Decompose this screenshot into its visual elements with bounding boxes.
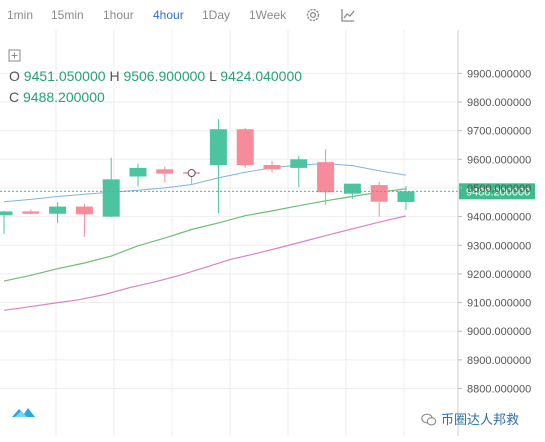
candle-body — [156, 169, 174, 174]
candle-down — [236, 127, 254, 168]
price-tick-label: 8800.000000 — [467, 384, 531, 396]
candle-down — [370, 181, 388, 217]
candle-body — [263, 165, 281, 170]
candle-body — [236, 129, 254, 166]
price-tick-label: 9700.000000 — [467, 126, 531, 138]
candle-down — [22, 209, 40, 215]
candle-down — [317, 149, 335, 206]
candle-up — [129, 163, 147, 187]
ma-mid-line — [3, 188, 407, 282]
candle-body — [49, 206, 67, 214]
price-tick-label: 9400.000000 — [467, 212, 531, 224]
candle-body — [397, 191, 415, 202]
candle-body — [290, 159, 308, 168]
candle-body — [22, 211, 40, 214]
candle-body — [0, 211, 13, 216]
timeframe-1week[interactable]: 1Week — [249, 8, 287, 22]
last-price-tag — [459, 183, 535, 200]
candle-down — [263, 160, 281, 173]
timeframe-1hour[interactable]: 1hour — [103, 8, 134, 22]
candle-body — [343, 183, 361, 194]
high-label: H — [109, 68, 120, 84]
ma-long-line — [3, 215, 406, 311]
price-tick-label: 9500.000000 — [467, 183, 531, 195]
candle-body — [102, 179, 120, 217]
candle-body — [317, 162, 335, 193]
open-value: 9451.050000 — [23, 68, 106, 84]
timeframe-toolbar: 1min 15min 1hour 4hour 1Day 1Week — [0, 0, 545, 30]
add-indicator-icon[interactable] — [8, 49, 21, 62]
candle-up — [209, 119, 227, 214]
price-tick-label: 8900.000000 — [467, 355, 531, 367]
price-tick-label: 9100.000000 — [467, 298, 531, 310]
grid-lines — [0, 30, 458, 436]
price-tick-label: 9800.000000 — [467, 97, 531, 109]
low-label: L — [209, 68, 217, 84]
ohlc-row-1: O 9451.050000 H 9506.900000 L 9424.04000… — [9, 68, 302, 84]
moving-average-lines — [3, 163, 407, 311]
watermark-text: 币圈达人邦救 — [441, 412, 520, 427]
ohlc-row-2: C 9488.200000 — [9, 89, 105, 105]
candlestick-series — [0, 119, 415, 237]
price-tick-label: 9000.000000 — [467, 326, 531, 338]
candle-body — [75, 206, 93, 215]
timeframe-15min[interactable]: 15min — [51, 8, 84, 22]
candle-down — [75, 203, 93, 237]
indicator-chart-icon[interactable] — [340, 7, 356, 23]
wechat-icon — [421, 413, 437, 426]
candle-body — [129, 167, 147, 177]
open-label: O — [9, 68, 20, 84]
last-price-label: 9488.200000 — [466, 186, 530, 198]
candle-up — [397, 185, 415, 210]
price-axis[interactable]: 9900.000000 9800.000000 9700.000000 9600.00… — [457, 30, 531, 436]
price-tick-label: 9300.000000 — [467, 240, 531, 252]
ma-short-line — [3, 163, 407, 203]
price-tick-label: 9900.000000 — [467, 68, 531, 80]
close-value: 9488.200000 — [23, 89, 105, 105]
price-tick-label: 9600.000000 — [467, 154, 531, 166]
candle-body — [209, 129, 227, 166]
high-value: 9506.900000 — [123, 68, 206, 84]
candle-down — [156, 166, 174, 183]
candle-body — [370, 185, 388, 202]
timeframe-1day[interactable]: 1Day — [202, 8, 231, 22]
watermark: 币圈达人邦救 — [421, 409, 519, 428]
last-price-line: 9488.200000 — [0, 183, 535, 200]
timeframe-1min[interactable]: 1min — [7, 8, 34, 22]
close-label: C — [9, 89, 20, 105]
logo-icon — [12, 408, 35, 417]
candle-up — [290, 155, 308, 188]
timeframe-4hour[interactable]: 4hour — [153, 8, 184, 22]
low-value: 9424.040000 — [220, 68, 303, 84]
crosshair-marker — [187, 169, 196, 178]
price-tick-label: 9200.000000 — [467, 269, 531, 281]
candle-up — [102, 157, 120, 218]
candle-up — [0, 210, 13, 234]
candle-up — [49, 202, 67, 223]
gear-icon[interactable] — [305, 7, 321, 23]
